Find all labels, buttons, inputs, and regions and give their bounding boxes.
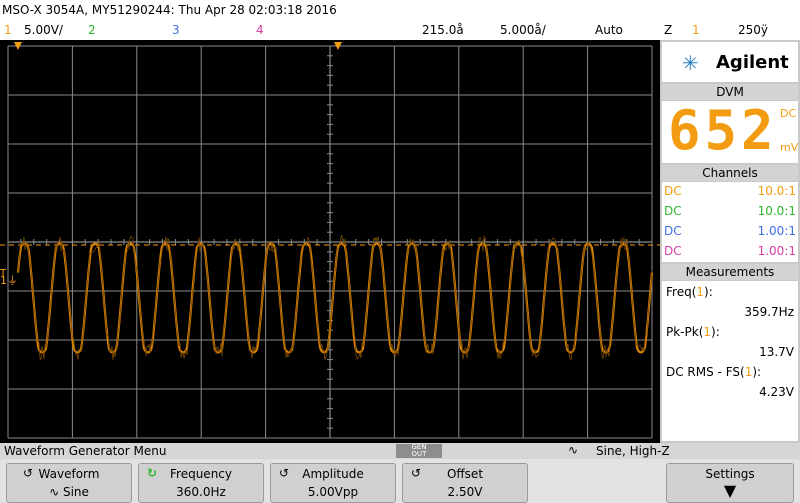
- dvm-unit-mv: mV: [780, 141, 798, 154]
- measurement-value: 13.7V: [759, 345, 794, 359]
- window-title: MSO-X 3054A, MY51290244: Thu Apr 28 02:0…: [2, 3, 337, 17]
- ch3-number[interactable]: 3: [172, 23, 180, 37]
- measurement-label: Pk-Pk(1):: [666, 325, 720, 339]
- waveform-softkey[interactable]: ↺ Waveform ∿ Sine: [6, 463, 132, 503]
- ch1-number[interactable]: 1: [4, 23, 12, 37]
- channels-list[interactable]: DC 10.0:1 DC 10.0:1 DC 1.00:1 DC 1.00:1: [662, 182, 798, 262]
- gen-out-indicator: GEN OUT: [396, 444, 442, 458]
- timebase-scale[interactable]: 5.000å/: [500, 23, 546, 37]
- dvm-value: 652: [668, 99, 778, 162]
- channel-row[interactable]: DC 10.0:1: [664, 184, 796, 202]
- measurements-header: Measurements: [662, 264, 798, 280]
- scope-display[interactable]: 1⏚ T: [0, 40, 660, 443]
- ch4-number[interactable]: 4: [256, 23, 264, 37]
- menu-title: Waveform Generator Menu: [4, 444, 166, 458]
- trigger-mode[interactable]: Auto: [595, 23, 623, 37]
- ch2-number[interactable]: 2: [88, 23, 96, 37]
- dvm-unit-dc: DC: [780, 107, 796, 120]
- trigger-level-marker[interactable]: T: [0, 268, 6, 279]
- measurement-value: 4.23V: [759, 385, 794, 399]
- channel-status-bar: 1 5.00V/ 2 3 4 215.0å 5.000å/ Auto Ζ 1 2…: [0, 21, 800, 39]
- trigger-edge-icon: Ζ: [664, 23, 672, 37]
- settings-softkey[interactable]: Settings ▼: [666, 463, 794, 503]
- measurement-label: Freq(1):: [666, 285, 713, 299]
- horizontal-delay[interactable]: 215.0å: [422, 23, 464, 37]
- trigger-source[interactable]: 1: [692, 23, 700, 37]
- sine-wave-icon: ∿: [568, 443, 578, 457]
- channel-row[interactable]: DC 10.0:1: [664, 204, 796, 222]
- offset-softkey[interactable]: ↺ Offset 2.50V: [402, 463, 528, 503]
- dvm-header: DVM: [662, 84, 798, 100]
- agilent-spark-icon: ✳: [682, 51, 699, 75]
- dvm-readout[interactable]: 652 DC mV: [662, 101, 798, 163]
- brand-name: Agilent: [716, 52, 789, 73]
- graticule-grid: [8, 46, 652, 438]
- menu-title-bar: Waveform Generator Menu GEN OUT ∿ Sine, H…: [0, 443, 800, 459]
- trigger-level[interactable]: 250ÿ: [738, 23, 768, 37]
- channel-row[interactable]: DC 1.00:1: [664, 224, 796, 242]
- ch1-waveform-trace: [18, 244, 652, 353]
- measurement-label: DC RMS - FS(1):: [666, 365, 761, 379]
- frequency-softkey[interactable]: ↻ Frequency 360.0Hz: [138, 463, 264, 503]
- channel-row[interactable]: DC 1.00:1: [664, 244, 796, 262]
- softkey-bar: ↺ Waveform ∿ Sine ↻ Frequency 360.0Hz ↺ …: [0, 459, 800, 503]
- measurements-list[interactable]: Freq(1): 359.7Hz Pk-Pk(1): 13.7V DC RMS …: [662, 281, 798, 441]
- info-panel: ✳ Agilent DVM 652 DC mV Channels DC 10.0:…: [660, 40, 800, 443]
- ch1-scale[interactable]: 5.00V/: [24, 23, 63, 37]
- generator-status: Sine, High-Z: [596, 444, 670, 458]
- arrow-down-icon: ▼: [667, 481, 793, 500]
- waveform-graticule: [0, 40, 660, 443]
- amplitude-softkey[interactable]: ↺ Amplitude 5.00Vpp: [270, 463, 396, 503]
- brand-box: ✳ Agilent: [662, 42, 798, 82]
- sine-wave-icon: ∿: [49, 485, 63, 499]
- channels-header: Channels: [662, 165, 798, 181]
- measurement-value: 359.7Hz: [744, 305, 794, 319]
